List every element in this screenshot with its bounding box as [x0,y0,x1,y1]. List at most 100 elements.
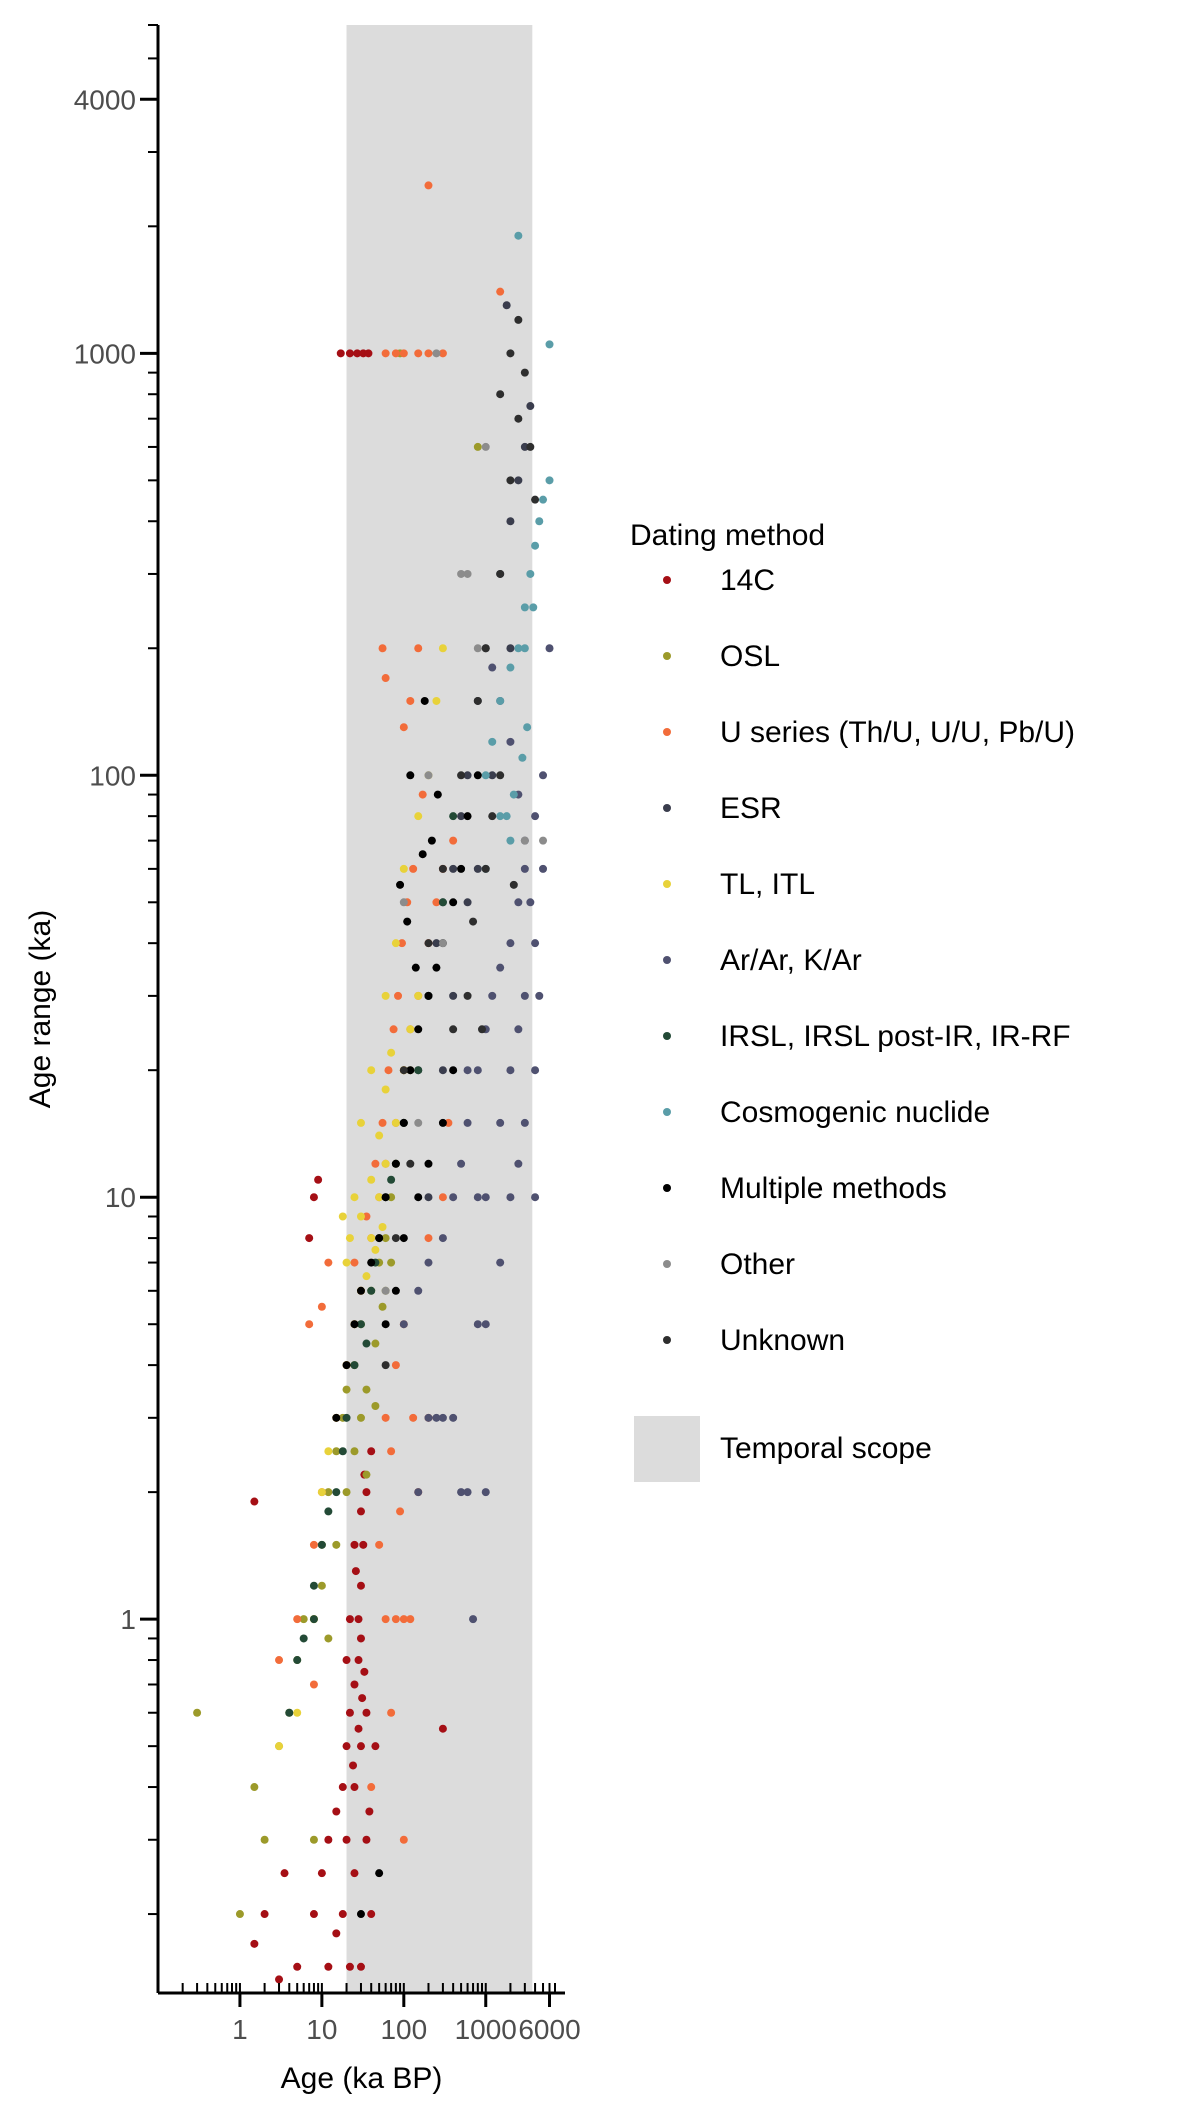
data-point [371,1339,380,1348]
data-point [356,1118,365,1127]
data-point [424,991,433,1000]
x-axis-title: Age (ka BP) [281,2062,443,2095]
data-point [449,1025,458,1034]
data-point [342,1488,351,1497]
data-point [406,1066,415,1075]
data-point [375,1193,384,1202]
data-point [367,1234,376,1243]
data-point [354,1656,363,1665]
data-point [350,1680,359,1689]
y-tick-label: 10 [105,1182,136,1213]
data-point [545,644,554,653]
legend-label-temporal-scope: Temporal scope [720,1432,932,1465]
data-point [520,368,529,377]
data-point [381,1193,390,1202]
data-point [299,1615,308,1624]
legend-label: Unknown [720,1324,845,1357]
data-point [457,864,466,873]
legend-key [663,652,671,660]
data-point [362,1272,371,1281]
x-tick-label: 1000 [455,2014,517,2045]
data-point [387,1258,396,1267]
legend-label: ESR [720,792,782,825]
data-point [509,790,518,799]
data-point [354,1724,363,1733]
data-point [260,1835,269,1844]
data-point [529,603,538,612]
data-point [449,864,458,873]
data-point [449,812,458,821]
data-point [545,476,554,485]
data-point [496,812,505,821]
legend-label: 14C [720,564,775,597]
data-point [457,569,466,578]
data-point [349,1761,358,1770]
data-point [381,1413,390,1422]
data-point [496,1258,505,1267]
data-point [414,644,423,653]
data-point [531,495,540,504]
data-point [496,569,505,578]
data-point [414,1286,423,1295]
data-point [309,1835,318,1844]
data-point [414,349,423,358]
data-point [406,771,415,780]
data-point [371,1159,380,1168]
data-point [378,644,387,653]
data-point [345,1234,354,1243]
data-point [250,1783,259,1792]
data-point [506,939,515,948]
data-point [406,1159,415,1168]
data-point [350,1193,359,1202]
data-point [496,390,505,399]
data-point [438,1234,447,1243]
data-point [305,1320,314,1329]
data-point [545,340,554,349]
data-point [424,939,433,948]
data-point [338,1783,347,1792]
data-point [250,1497,259,1506]
data-point [488,812,497,821]
data-point [409,864,418,873]
data-point [449,898,458,907]
data-point [514,315,523,324]
data-point [378,1302,387,1311]
data-point [391,1286,400,1295]
data-point [389,1025,398,1034]
data-point [514,414,523,423]
data-point [526,442,535,451]
data-point [424,1258,433,1267]
data-point [488,737,497,746]
data-point [356,1910,365,1919]
data-point [293,1962,302,1971]
data-point [438,349,447,358]
data-point [354,1615,363,1624]
data-point [250,1939,259,1948]
data-point [375,1234,384,1243]
data-point [414,1193,423,1202]
data-point [449,836,458,845]
legend-label: U series (Th/U, U/U, Pb/U) [720,716,1075,749]
data-point [473,864,482,873]
data-point [317,1302,326,1311]
data-point [309,1581,318,1590]
data-point [365,1807,374,1816]
data-point [378,1222,387,1231]
data-point [391,1234,400,1243]
data-point [409,1413,418,1422]
data-point [387,1193,396,1202]
data-point [506,349,515,358]
x-tick-label: 10 [306,2014,337,2045]
data-point [275,1656,284,1665]
data-point [399,1615,408,1624]
data-point [345,1615,354,1624]
data-point [381,1615,390,1624]
data-point [381,1159,390,1168]
data-point [317,1488,326,1497]
data-point [324,1258,333,1267]
legend-key [663,880,671,888]
data-point [488,991,497,1000]
data-point [342,1656,351,1665]
data-point [518,753,527,762]
data-point [391,349,400,358]
